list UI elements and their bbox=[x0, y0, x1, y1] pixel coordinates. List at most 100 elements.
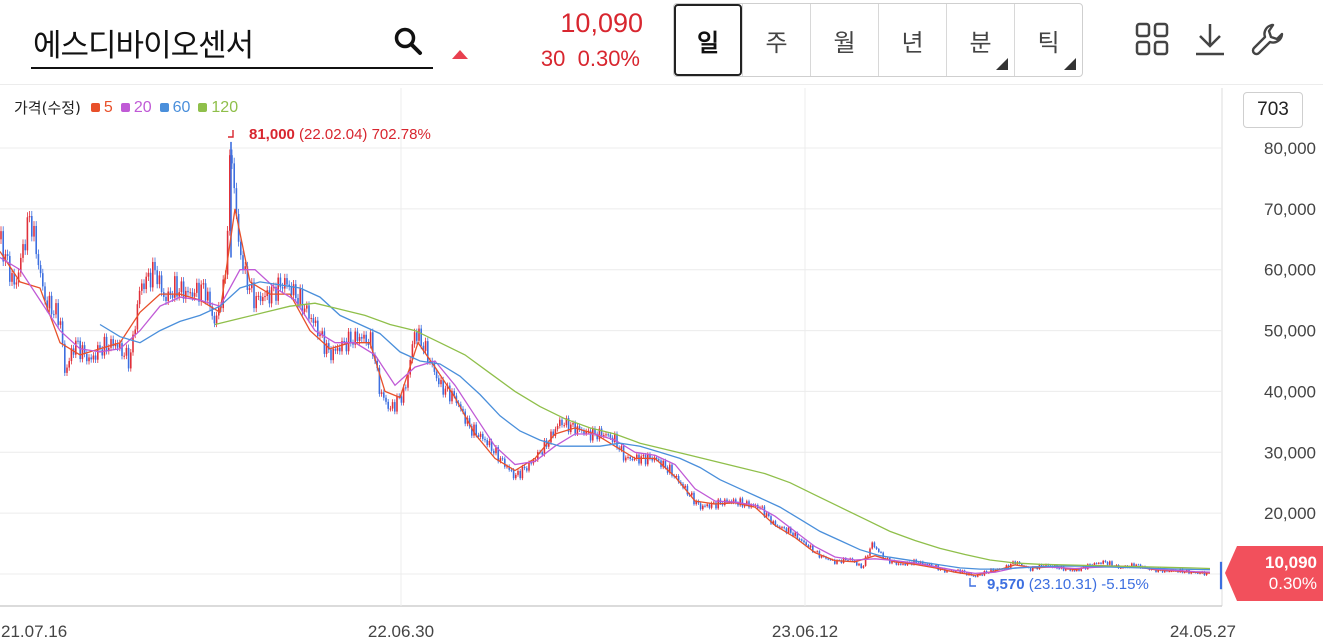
download-icon[interactable] bbox=[1193, 22, 1227, 56]
candle-body bbox=[541, 452, 543, 455]
candle-body bbox=[847, 559, 849, 561]
candle-body bbox=[24, 244, 26, 251]
candle-body bbox=[627, 456, 629, 458]
candle-body bbox=[248, 288, 251, 290]
candle-body bbox=[433, 364, 436, 372]
x-tick-label: 24.05.27 bbox=[1170, 622, 1236, 639]
candle-body bbox=[482, 433, 484, 439]
candle-body bbox=[862, 565, 865, 568]
indicator-legend: 가격(수정) 5 20 60 120 bbox=[14, 97, 246, 118]
period-button-0[interactable]: 일 bbox=[674, 4, 742, 76]
candle-body bbox=[330, 349, 332, 361]
period-button-3[interactable]: 년 bbox=[878, 4, 946, 76]
candle-body bbox=[167, 291, 169, 302]
candle-body bbox=[1120, 567, 1122, 569]
candle-body bbox=[583, 430, 585, 434]
x-tick-label: 22.06.30 bbox=[368, 622, 434, 639]
candle-body bbox=[264, 295, 266, 298]
candle-body bbox=[75, 340, 77, 355]
candle-body bbox=[781, 527, 783, 529]
candle-body bbox=[475, 424, 477, 436]
candle-body bbox=[57, 303, 59, 325]
candle-body bbox=[772, 521, 774, 524]
candle-body bbox=[625, 457, 627, 461]
candle-body bbox=[235, 188, 238, 214]
candle-body bbox=[215, 315, 218, 324]
candle-body bbox=[94, 355, 97, 360]
candle-body bbox=[706, 504, 708, 507]
candle-body bbox=[834, 559, 836, 564]
legend-swatch bbox=[90, 103, 100, 112]
candle-body bbox=[182, 281, 185, 299]
candle-body bbox=[552, 431, 554, 436]
candle-body bbox=[125, 347, 128, 356]
candle-body bbox=[809, 545, 812, 548]
candle-body bbox=[669, 464, 671, 473]
candle-body bbox=[345, 341, 348, 352]
candle-body bbox=[211, 306, 213, 316]
candle-body bbox=[134, 329, 136, 335]
legend-item-ma20[interactable]: 20 bbox=[120, 99, 152, 117]
search-input[interactable]: 에스디바이오센서 bbox=[33, 28, 254, 64]
candle-body bbox=[1089, 564, 1091, 566]
candle-body bbox=[435, 371, 438, 379]
legend-item-ma5[interactable]: 5 bbox=[90, 99, 113, 117]
candle-body bbox=[812, 545, 814, 553]
candle-body bbox=[64, 343, 66, 373]
candle-body bbox=[671, 464, 673, 476]
candle-body bbox=[528, 462, 530, 471]
candle-body bbox=[196, 282, 198, 293]
period-button-4[interactable]: 분 bbox=[946, 4, 1014, 76]
candle-body bbox=[407, 374, 409, 388]
grid-layout-icon[interactable] bbox=[1135, 22, 1169, 56]
candle-body bbox=[779, 526, 781, 529]
candle-body bbox=[369, 332, 372, 345]
candle-body bbox=[695, 501, 697, 505]
period-button-5[interactable]: 틱 bbox=[1014, 4, 1082, 76]
candle-count-badge[interactable]: 703 bbox=[1243, 92, 1303, 128]
period-button-1[interactable]: 주 bbox=[742, 4, 810, 76]
legend-item-ma120[interactable]: 120 bbox=[198, 99, 238, 117]
ma-line-20 bbox=[0, 256, 1211, 575]
candle-body bbox=[226, 230, 229, 275]
candle-body bbox=[378, 368, 381, 394]
candle-body bbox=[603, 434, 605, 436]
candle-body bbox=[149, 272, 152, 288]
x-tick-label: 21.07.16 bbox=[1, 622, 67, 639]
legend-item-ma60[interactable]: 60 bbox=[159, 99, 190, 117]
candle-body bbox=[519, 470, 521, 479]
price-up-arrow-icon bbox=[452, 50, 468, 59]
candle-body bbox=[308, 305, 310, 319]
change-amount: 30 bbox=[540, 46, 566, 71]
candle-body bbox=[708, 504, 711, 508]
y-tick-label: 70,000 bbox=[1264, 200, 1316, 219]
candle-body bbox=[820, 555, 823, 558]
stock-search-field[interactable]: 에스디바이오센서 bbox=[31, 14, 433, 69]
candle-body bbox=[138, 290, 141, 305]
candle-body bbox=[473, 424, 475, 436]
candle-body bbox=[1045, 564, 1047, 566]
candle-body bbox=[856, 562, 858, 566]
candle-body bbox=[37, 254, 40, 266]
candle-body bbox=[1102, 560, 1104, 564]
candle-body bbox=[658, 459, 660, 461]
candle-body bbox=[464, 411, 466, 424]
candle-body bbox=[651, 458, 653, 461]
candle-body bbox=[444, 388, 447, 395]
candle-body bbox=[35, 225, 37, 255]
candle-body bbox=[174, 276, 176, 298]
change-percent: 0.30% bbox=[577, 46, 640, 71]
candle-body bbox=[55, 303, 57, 315]
search-icon[interactable] bbox=[393, 26, 423, 56]
candle-body bbox=[1058, 568, 1060, 570]
wrench-icon[interactable] bbox=[1251, 22, 1285, 56]
candle-body bbox=[644, 455, 647, 465]
period-button-2[interactable]: 월 bbox=[810, 4, 878, 76]
y-tick-label: 40,000 bbox=[1264, 382, 1316, 401]
candle-body bbox=[405, 387, 407, 389]
candle-body bbox=[629, 456, 631, 459]
candle-body bbox=[176, 276, 178, 297]
candle-body bbox=[895, 561, 898, 565]
candle-body bbox=[440, 379, 442, 385]
